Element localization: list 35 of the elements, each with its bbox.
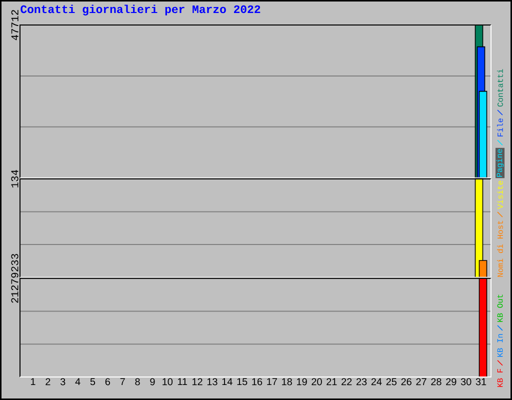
x-tick-label: 22: [342, 378, 352, 386]
x-tick-label: 4: [75, 378, 80, 386]
x-tick-label: 28: [431, 378, 442, 386]
x-tick-label: 5: [90, 378, 96, 386]
x-tick-label: 16: [252, 378, 262, 386]
x-tick-label: 27: [416, 378, 426, 386]
x-tick-label: 6: [105, 378, 110, 386]
x-tick-label: 12: [192, 378, 202, 386]
x-tick-label: 30: [460, 378, 472, 386]
x-tick-label: 25: [386, 378, 397, 386]
y-tick-label: 47712: [11, 10, 18, 40]
x-tick-label: 21: [326, 378, 337, 386]
x-tick-label: 26: [401, 378, 412, 386]
y-tick-label: 134: [11, 170, 18, 188]
x-tick-label: 29: [446, 378, 456, 386]
chart-title: Contatti giornalieri per Marzo 2022: [20, 4, 260, 16]
x-tick-label: 14: [222, 378, 232, 386]
x-tick-label: 2: [46, 378, 50, 386]
x-tick-label: 9: [150, 378, 155, 386]
x-tick-label: 13: [207, 378, 218, 386]
x-tick-label: 24: [371, 378, 382, 386]
x-tick-label: 10: [162, 378, 173, 386]
x-tick-label: 15: [237, 378, 248, 386]
x-tick-label: 31: [476, 378, 486, 386]
x-tick-label: 8: [135, 378, 140, 386]
x-tick-label: 11: [178, 378, 188, 386]
x-tick-label: 7: [120, 378, 125, 386]
x-tick-label: 19: [297, 378, 307, 386]
y-tick-label: 21279233: [11, 254, 18, 303]
x-tick-label: 3: [60, 378, 66, 386]
x-tick-label: 20: [312, 378, 322, 386]
x-tick-label: 1: [30, 378, 36, 386]
x-tick-label: 17: [267, 378, 277, 386]
x-tick-label: 18: [282, 378, 292, 386]
x-tick-label: 23: [356, 378, 367, 386]
